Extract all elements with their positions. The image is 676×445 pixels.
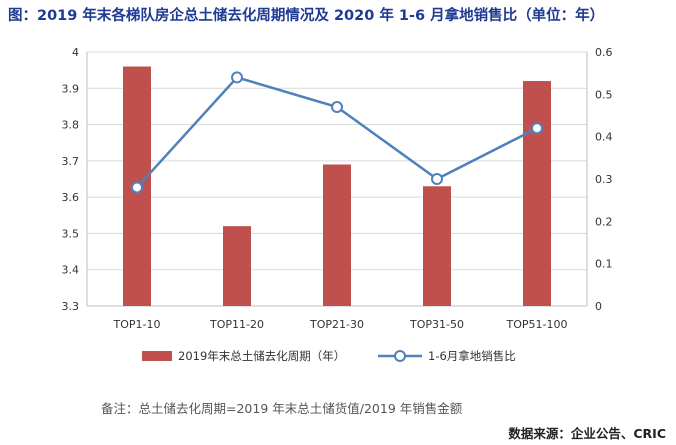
y2-tick-label: 0.3 [595,173,613,186]
bar-series [123,66,551,307]
legend-label-line: 1-6月拿地销售比 [428,349,516,363]
y2-tick-label: 0 [595,300,602,313]
line-point [531,122,543,135]
y2-tick-label: 0.6 [595,46,613,59]
bar [423,186,451,306]
x-tick-label: TOP31-50 [409,318,464,331]
legend-label-bar: 2019年末总土储去化周期（年） [178,349,345,363]
legend: 2019年末总土储去化周期（年） 1-6月拿地销售比 [142,349,516,363]
x-tick-label: TOP51-100 [506,318,568,331]
bar [523,81,551,307]
bar [323,164,351,306]
y-tick-label: 3.4 [62,264,80,277]
line-series [131,71,543,194]
axis-labels: 3.3 3.4 3.5 3.6 3.7 3.8 3.9 4 0 0.1 0.2 0.3 0.4 0.5 0.… [62,46,613,331]
footnote: 备注：总土储去化周期=2019 年末总土储货值/2019 年销售金额 [101,401,463,416]
y-tick-label: 3.7 [62,155,80,168]
source-note: 数据来源：企业公告、CRIC [508,426,666,441]
chart-title: 图：2019 年末各梯队房企总土储去化周期情况及 2020 年 1-6 月拿地销… [8,8,605,24]
y2-tick-label: 0.4 [595,131,613,144]
line-point [231,71,243,84]
y-tick-label: 3.3 [62,300,80,313]
x-tick-label: TOP21-30 [309,318,364,331]
legend-swatch-bar [142,351,172,361]
y2-tick-label: 0.2 [595,215,613,228]
line-point [431,173,443,185]
y-tick-label: 3.8 [62,119,80,132]
y-tick-label: 4 [72,46,79,59]
line-point [331,101,343,114]
y2-tick-label: 0.1 [595,258,613,271]
y2-tick-label: 0.5 [595,88,613,101]
line-point [131,181,143,194]
y-tick-label: 3.9 [62,82,80,95]
x-tick-label: TOP11-20 [209,318,264,331]
y-tick-label: 3.6 [62,191,80,204]
x-tick-label: TOP1-10 [113,318,161,331]
bar [223,226,251,306]
legend-swatch-marker [394,350,406,362]
y-tick-label: 3.5 [62,227,80,240]
